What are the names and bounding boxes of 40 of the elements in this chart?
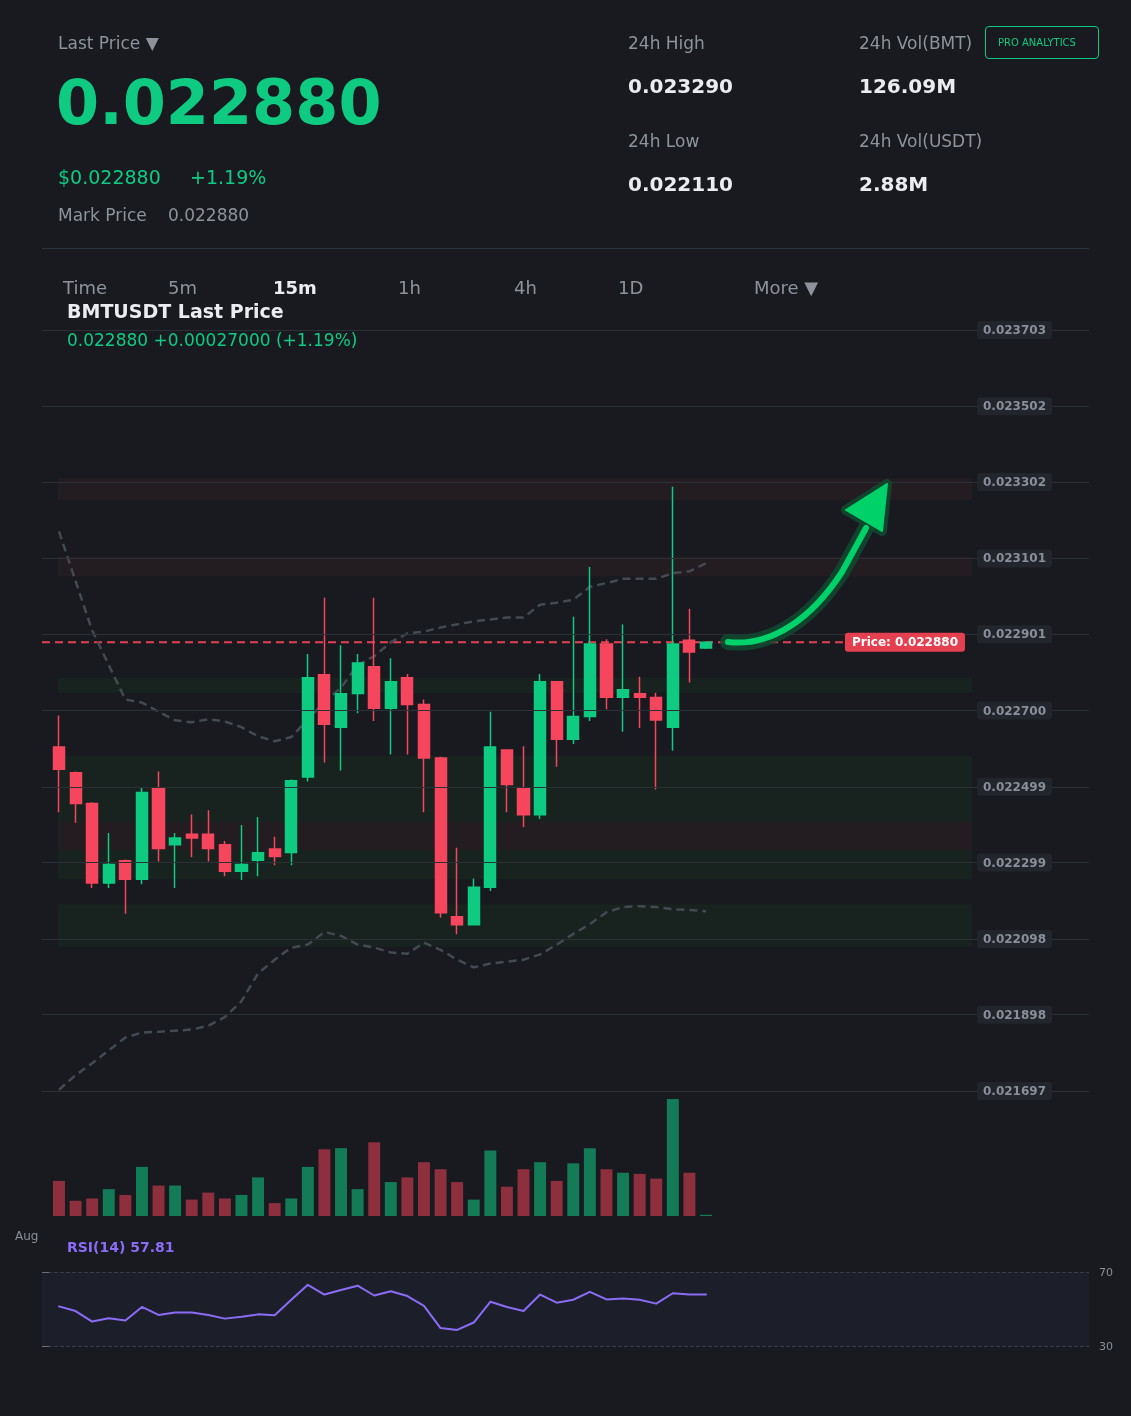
text: 1h [398,277,421,299]
y-tick-label: 0.023502 [982,399,1046,414]
text: More ▼ [754,277,819,299]
text: 126.09M [859,74,957,98]
text: 0.022880 [56,65,382,141]
text: 24h Vol(USDT) [859,130,983,152]
text: 5m [168,277,197,299]
y-tick-label: 0.021898 [982,1007,1046,1022]
y-tick-label: 0.023703 [982,323,1046,337]
text: 2.88M [859,172,929,196]
y-tick-label: 0.022299 [982,855,1046,870]
text: 0.023290 [628,74,734,98]
y-tick-label: 0.022901 [982,627,1046,642]
text: $0.022880 [58,165,161,189]
chart-title: BMTUSDT Last Price [67,299,284,322]
text: Aug [15,1229,39,1243]
text: 24h Vol(BMT) [859,32,973,54]
y-tick-label: 0.022499 [982,779,1046,794]
text: 1D [618,277,644,299]
text: 0.022880 [168,204,250,226]
text: +1.19% [190,165,267,189]
y-tick-label: 0.023101 [982,551,1046,566]
y-tick-label: 0.021697 [982,1084,1046,1098]
chart-subtitle: 0.022880 +0.00027000 (+1.19%) [67,329,358,350]
text: 0.022110 [628,172,734,196]
text: Mark Price [58,204,147,226]
text: Time [63,277,108,299]
chart-title: RSI(14) 57.81 [67,1239,175,1255]
text: 24h Low [628,130,700,152]
y-tick-label: 30 [1099,1339,1113,1353]
y-tick-label: 70 [1099,1265,1113,1279]
text: Last Price ▼ [58,32,159,54]
y-tick-label: 0.023302 [982,475,1046,490]
y-tick-label: 0.022700 [982,703,1046,718]
text: 15m [273,277,317,299]
text: 24h High [628,32,705,54]
text: 4h [514,277,537,299]
y-tick-label: 0.022098 [982,931,1046,946]
ref-line-label: Price: 0.022880 [851,635,958,650]
analytics-button: PRO ANALYTICS [985,26,1099,59]
